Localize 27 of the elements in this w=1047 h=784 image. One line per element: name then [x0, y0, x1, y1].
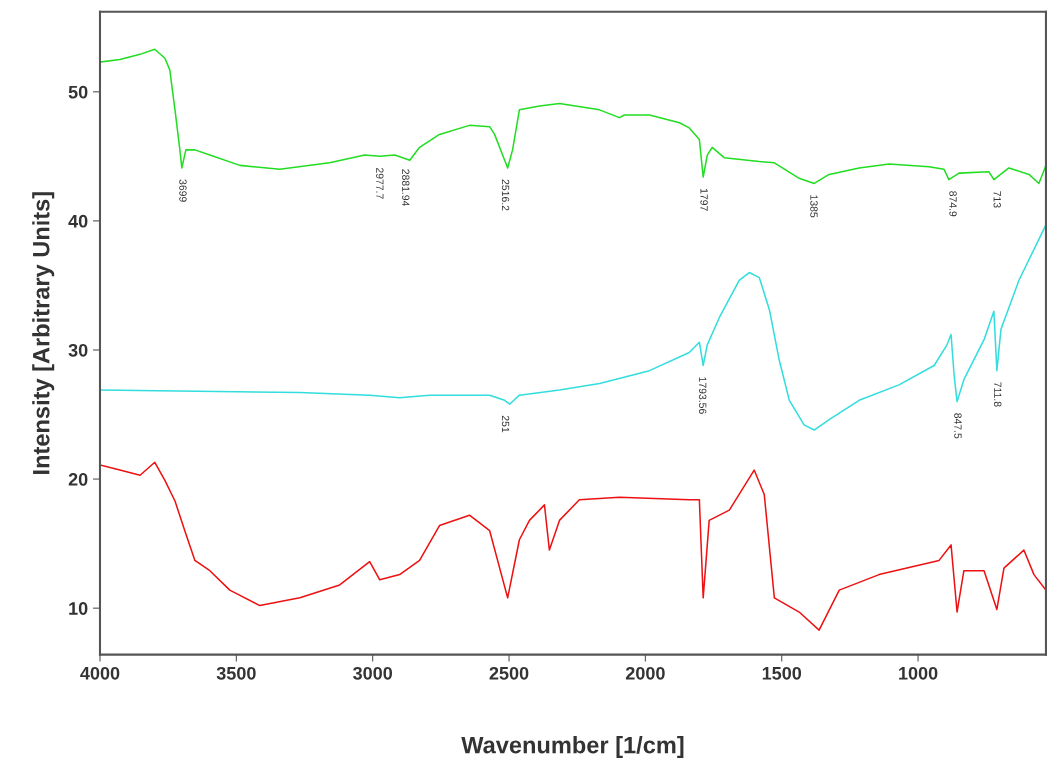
x-tick-label: 2000	[625, 666, 665, 680]
annotation: 1385	[810, 195, 818, 218]
annotation: 2881.94	[402, 169, 410, 207]
line-series	[99, 461, 1046, 631]
x-tick-label: 3000	[353, 666, 393, 680]
y-tick-label: 50	[68, 85, 88, 99]
annotation: 847.5	[954, 413, 962, 439]
annotation: 1793.56	[699, 377, 707, 414]
annotation: 3699	[179, 179, 187, 202]
annotation: 711.8	[994, 382, 1002, 407]
y-tick-label: 40	[68, 214, 88, 228]
annotation: 1797	[700, 188, 708, 211]
x-tick-label: 3500	[216, 666, 256, 680]
annotation: 713	[993, 191, 1001, 208]
y-axis-title: Intensity [Arbitrary Units]	[32, 192, 55, 474]
annotation: 251	[501, 415, 510, 433]
x-tick-label: 4000	[80, 666, 120, 680]
x-axis-title: Wavenumber [1/cm]	[461, 736, 684, 759]
x-tick-label: 1500	[762, 666, 802, 680]
annotation: 2977.7	[376, 167, 384, 199]
annotation: 2516.2	[501, 179, 510, 211]
y-tick-label: 30	[68, 343, 88, 357]
y-tick-label: 10	[69, 602, 88, 615]
y-tick-label: 20	[68, 473, 88, 486]
x-tick-label: 1000	[899, 666, 938, 680]
x-tick-label: 2500	[489, 666, 529, 680]
annotation: 874.9	[949, 191, 957, 217]
